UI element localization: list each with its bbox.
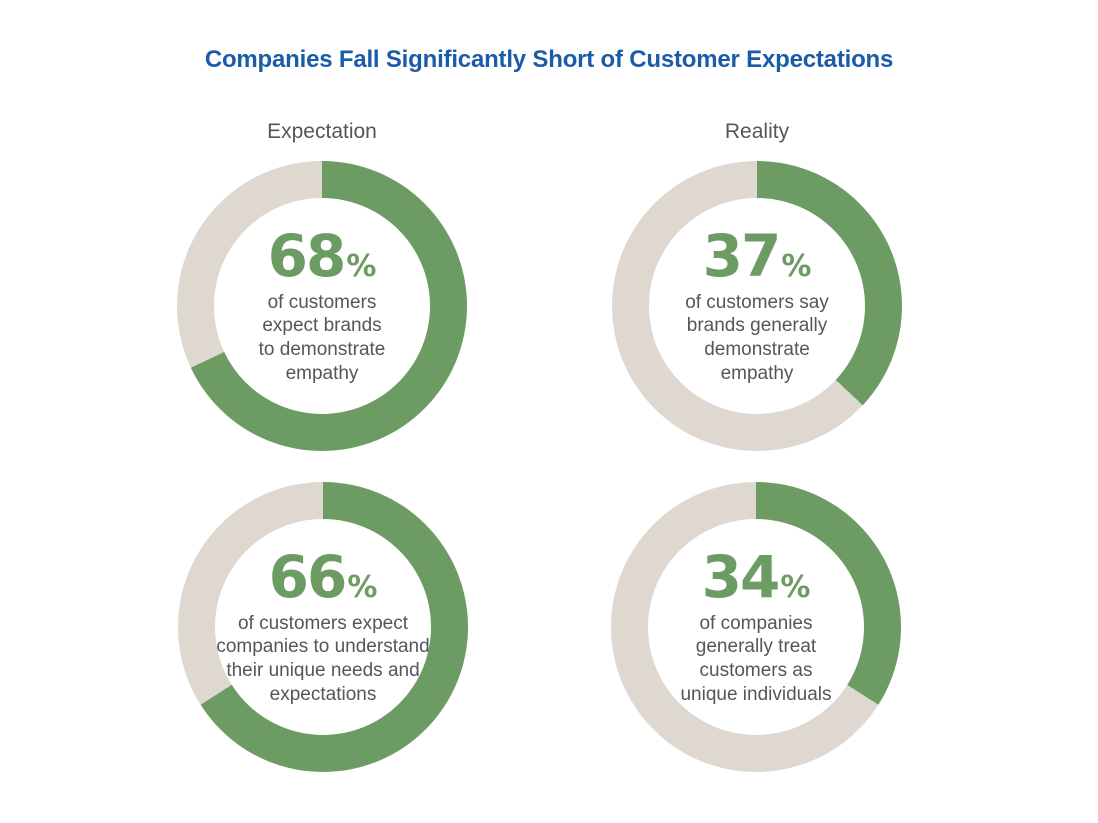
percent-stat: 34% xyxy=(702,548,811,606)
donut-chart-reality-unique-individuals: 34% of companies generally treat custome… xyxy=(611,482,901,772)
donut-caption: of customers expect companies to underst… xyxy=(216,612,430,705)
column-label-expectation: Expectation xyxy=(267,120,377,143)
donut-hole: 66% of customers expect companies to und… xyxy=(215,519,431,735)
donut-caption: of companies generally treat customers a… xyxy=(680,612,832,705)
percent-value: 37 xyxy=(702,221,782,290)
percent-stat: 66% xyxy=(269,548,378,606)
percent-sign: % xyxy=(347,569,378,605)
percent-stat: 68% xyxy=(268,227,377,285)
percent-value: 66 xyxy=(268,542,348,611)
column-label-reality: Reality xyxy=(724,120,790,143)
donut-hole: 37% of customers say brands generally de… xyxy=(649,198,865,414)
donut-caption: of customers say brands generally demons… xyxy=(685,291,829,384)
chart-title: Companies Fall Significantly Short of Cu… xyxy=(204,46,894,73)
donut-chart-expect-empathy: 68% of customers expect brands to demons… xyxy=(177,161,467,451)
percent-value: 34 xyxy=(701,542,781,611)
percent-stat: 37% xyxy=(703,227,812,285)
percent-sign: % xyxy=(346,248,377,284)
donut-chart-reality-empathy: 37% of customers say brands generally de… xyxy=(612,161,902,451)
donut-hole: 34% of companies generally treat custome… xyxy=(648,519,864,735)
percent-value: 68 xyxy=(267,221,347,290)
percent-sign: % xyxy=(780,569,811,605)
percent-sign: % xyxy=(781,248,812,284)
donut-hole: 68% of customers expect brands to demons… xyxy=(214,198,430,414)
donut-caption: of customers expect brands to demonstrat… xyxy=(258,291,386,384)
donut-chart-expect-unique-needs: 66% of customers expect companies to und… xyxy=(178,482,468,772)
